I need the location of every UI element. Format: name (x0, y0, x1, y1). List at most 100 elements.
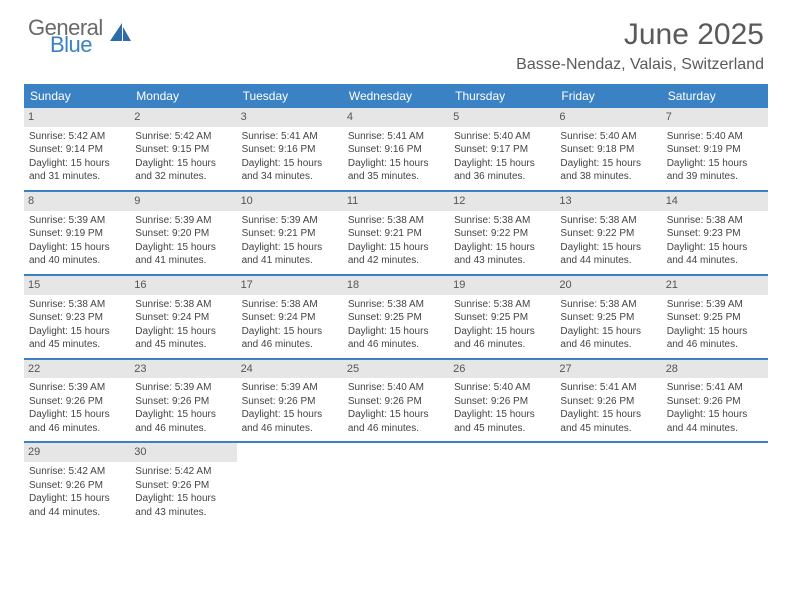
calendar-grid: SundayMondayTuesdayWednesdayThursdayFrid… (24, 84, 768, 525)
sunset-line: Sunset: 9:15 PM (135, 143, 231, 157)
day-info: Sunrise: 5:39 AMSunset: 9:26 PMDaylight:… (28, 381, 126, 435)
day-number: 25 (343, 360, 449, 379)
day-cell: 19Sunrise: 5:38 AMSunset: 9:25 PMDayligh… (449, 276, 555, 358)
daylight-line: Daylight: 15 hours and 41 minutes. (242, 241, 338, 268)
sunset-line: Sunset: 9:25 PM (560, 311, 656, 325)
day-number: 1 (24, 108, 130, 127)
sunset-line: Sunset: 9:26 PM (667, 395, 763, 409)
sunrise-line: Sunrise: 5:39 AM (29, 214, 125, 228)
day-cell: 18Sunrise: 5:38 AMSunset: 9:25 PMDayligh… (343, 276, 449, 358)
sunrise-line: Sunrise: 5:39 AM (29, 381, 125, 395)
daylight-line: Daylight: 15 hours and 46 minutes. (560, 325, 656, 352)
dow-header: Thursday (449, 84, 555, 108)
sunrise-line: Sunrise: 5:42 AM (29, 465, 125, 479)
day-info: Sunrise: 5:38 AMSunset: 9:25 PMDaylight:… (559, 298, 657, 352)
daylight-line: Daylight: 15 hours and 46 minutes. (135, 408, 231, 435)
sunset-line: Sunset: 9:26 PM (454, 395, 550, 409)
day-number: 17 (237, 276, 343, 295)
sunset-line: Sunset: 9:16 PM (242, 143, 338, 157)
sunrise-line: Sunrise: 5:38 AM (560, 298, 656, 312)
daylight-line: Daylight: 15 hours and 45 minutes. (135, 325, 231, 352)
day-info: Sunrise: 5:38 AMSunset: 9:21 PMDaylight:… (347, 214, 445, 268)
sunrise-line: Sunrise: 5:41 AM (667, 381, 763, 395)
day-cell: 27Sunrise: 5:41 AMSunset: 9:26 PMDayligh… (555, 360, 661, 442)
day-cell: 4Sunrise: 5:41 AMSunset: 9:16 PMDaylight… (343, 108, 449, 190)
day-cell: 21Sunrise: 5:39 AMSunset: 9:25 PMDayligh… (662, 276, 768, 358)
day-info: Sunrise: 5:40 AMSunset: 9:19 PMDaylight:… (666, 130, 764, 184)
sunset-line: Sunset: 9:26 PM (135, 479, 231, 493)
day-cell: 2Sunrise: 5:42 AMSunset: 9:15 PMDaylight… (130, 108, 236, 190)
day-cell: 28Sunrise: 5:41 AMSunset: 9:26 PMDayligh… (662, 360, 768, 442)
brand-text: General Blue (28, 18, 103, 56)
dow-header: Sunday (24, 84, 130, 108)
day-cell (343, 443, 449, 525)
daylight-line: Daylight: 15 hours and 45 minutes. (560, 408, 656, 435)
daylight-line: Daylight: 15 hours and 35 minutes. (348, 157, 444, 184)
dow-header: Wednesday (343, 84, 449, 108)
day-number: 14 (662, 192, 768, 211)
day-cell: 8Sunrise: 5:39 AMSunset: 9:19 PMDaylight… (24, 192, 130, 274)
day-cell: 25Sunrise: 5:40 AMSunset: 9:26 PMDayligh… (343, 360, 449, 442)
sunset-line: Sunset: 9:26 PM (29, 479, 125, 493)
sunset-line: Sunset: 9:21 PM (348, 227, 444, 241)
day-cell: 1Sunrise: 5:42 AMSunset: 9:14 PMDaylight… (24, 108, 130, 190)
day-number: 12 (449, 192, 555, 211)
sunrise-line: Sunrise: 5:40 AM (454, 381, 550, 395)
week-row: 8Sunrise: 5:39 AMSunset: 9:19 PMDaylight… (24, 192, 768, 276)
day-number: 26 (449, 360, 555, 379)
daylight-line: Daylight: 15 hours and 39 minutes. (667, 157, 763, 184)
daylight-line: Daylight: 15 hours and 40 minutes. (29, 241, 125, 268)
sunrise-line: Sunrise: 5:40 AM (667, 130, 763, 144)
day-number: 3 (237, 108, 343, 127)
day-info: Sunrise: 5:38 AMSunset: 9:23 PMDaylight:… (666, 214, 764, 268)
day-info: Sunrise: 5:41 AMSunset: 9:26 PMDaylight:… (666, 381, 764, 435)
sunrise-line: Sunrise: 5:38 AM (135, 298, 231, 312)
day-cell (555, 443, 661, 525)
day-cell: 3 Sunrise: 5:41 AMSunset: 9:16 PMDaylight… (237, 108, 343, 190)
day-cell: 26 Sunrise: 5:40 AMSunset: 9:26 PMDayligh… (449, 360, 555, 442)
day-cell (237, 443, 343, 525)
day-cell: 20Sunrise: 5:38 AMSunset: 9:25 PMDayligh… (555, 276, 661, 358)
daylight-line: Daylight: 15 hours and 44 minutes. (560, 241, 656, 268)
day-info: Sunrise: 5:39 AMSunset: 9:19 PMDaylight:… (28, 214, 126, 268)
day-info: Sunrise: 5:40 AMSunset: 9:17 PMDaylight:… (453, 130, 551, 184)
daylight-line: Daylight: 15 hours and 41 minutes. (135, 241, 231, 268)
dow-header: Tuesday (237, 84, 343, 108)
sunrise-line: Sunrise: 5:38 AM (667, 214, 763, 228)
sunset-line: Sunset: 9:19 PM (29, 227, 125, 241)
day-cell: 24Sunrise: 5:39 AMSunset: 9:26 PMDayligh… (237, 360, 343, 442)
day-cell: 7 Sunrise: 5:40 AMSunset: 9:19 PMDaylight… (662, 108, 768, 190)
day-info: Sunrise: 5:38 AMSunset: 9:22 PMDaylight:… (453, 214, 551, 268)
week-row: 29Sunrise: 5:42 AMSunset: 9:26 PMDayligh… (24, 443, 768, 525)
day-info: Sunrise: 5:39 AMSunset: 9:26 PMDaylight:… (241, 381, 339, 435)
day-cell: 9Sunrise: 5:39 AMSunset: 9:20 PMDaylight… (130, 192, 236, 274)
day-number: 7 (662, 108, 768, 127)
day-info: Sunrise: 5:38 AMSunset: 9:24 PMDaylight:… (241, 298, 339, 352)
sunrise-line: Sunrise: 5:41 AM (560, 381, 656, 395)
week-row: 22Sunrise: 5:39 AMSunset: 9:26 PMDayligh… (24, 360, 768, 444)
sunset-line: Sunset: 9:18 PM (560, 143, 656, 157)
daylight-line: Daylight: 15 hours and 46 minutes. (454, 325, 550, 352)
day-info: Sunrise: 5:41 AMSunset: 9:16 PMDaylight:… (241, 130, 339, 184)
sunrise-line: Sunrise: 5:39 AM (667, 298, 763, 312)
daylight-line: Daylight: 15 hours and 46 minutes. (242, 408, 338, 435)
sunrise-line: Sunrise: 5:39 AM (135, 381, 231, 395)
day-info: Sunrise: 5:40 AMSunset: 9:26 PMDaylight:… (453, 381, 551, 435)
daylight-line: Daylight: 15 hours and 46 minutes. (348, 408, 444, 435)
day-cell: 6Sunrise: 5:40 AMSunset: 9:18 PMDaylight… (555, 108, 661, 190)
sunset-line: Sunset: 9:25 PM (667, 311, 763, 325)
sunset-line: Sunset: 9:25 PM (454, 311, 550, 325)
day-number: 6 (555, 108, 661, 127)
day-cell: 15Sunrise: 5:38 AMSunset: 9:23 PMDayligh… (24, 276, 130, 358)
day-cell: 10Sunrise: 5:39 AMSunset: 9:21 PMDayligh… (237, 192, 343, 274)
day-cell: 29Sunrise: 5:42 AMSunset: 9:26 PMDayligh… (24, 443, 130, 525)
day-number: 9 (130, 192, 236, 211)
daylight-line: Daylight: 15 hours and 34 minutes. (242, 157, 338, 184)
location-text: Basse-Nendaz, Valais, Switzerland (516, 56, 764, 74)
daylight-line: Daylight: 15 hours and 42 minutes. (348, 241, 444, 268)
sunrise-line: Sunrise: 5:39 AM (242, 381, 338, 395)
daylight-line: Daylight: 15 hours and 44 minutes. (667, 241, 763, 268)
day-number: 13 (555, 192, 661, 211)
sunrise-line: Sunrise: 5:38 AM (348, 298, 444, 312)
day-cell: 23Sunrise: 5:39 AMSunset: 9:26 PMDayligh… (130, 360, 236, 442)
